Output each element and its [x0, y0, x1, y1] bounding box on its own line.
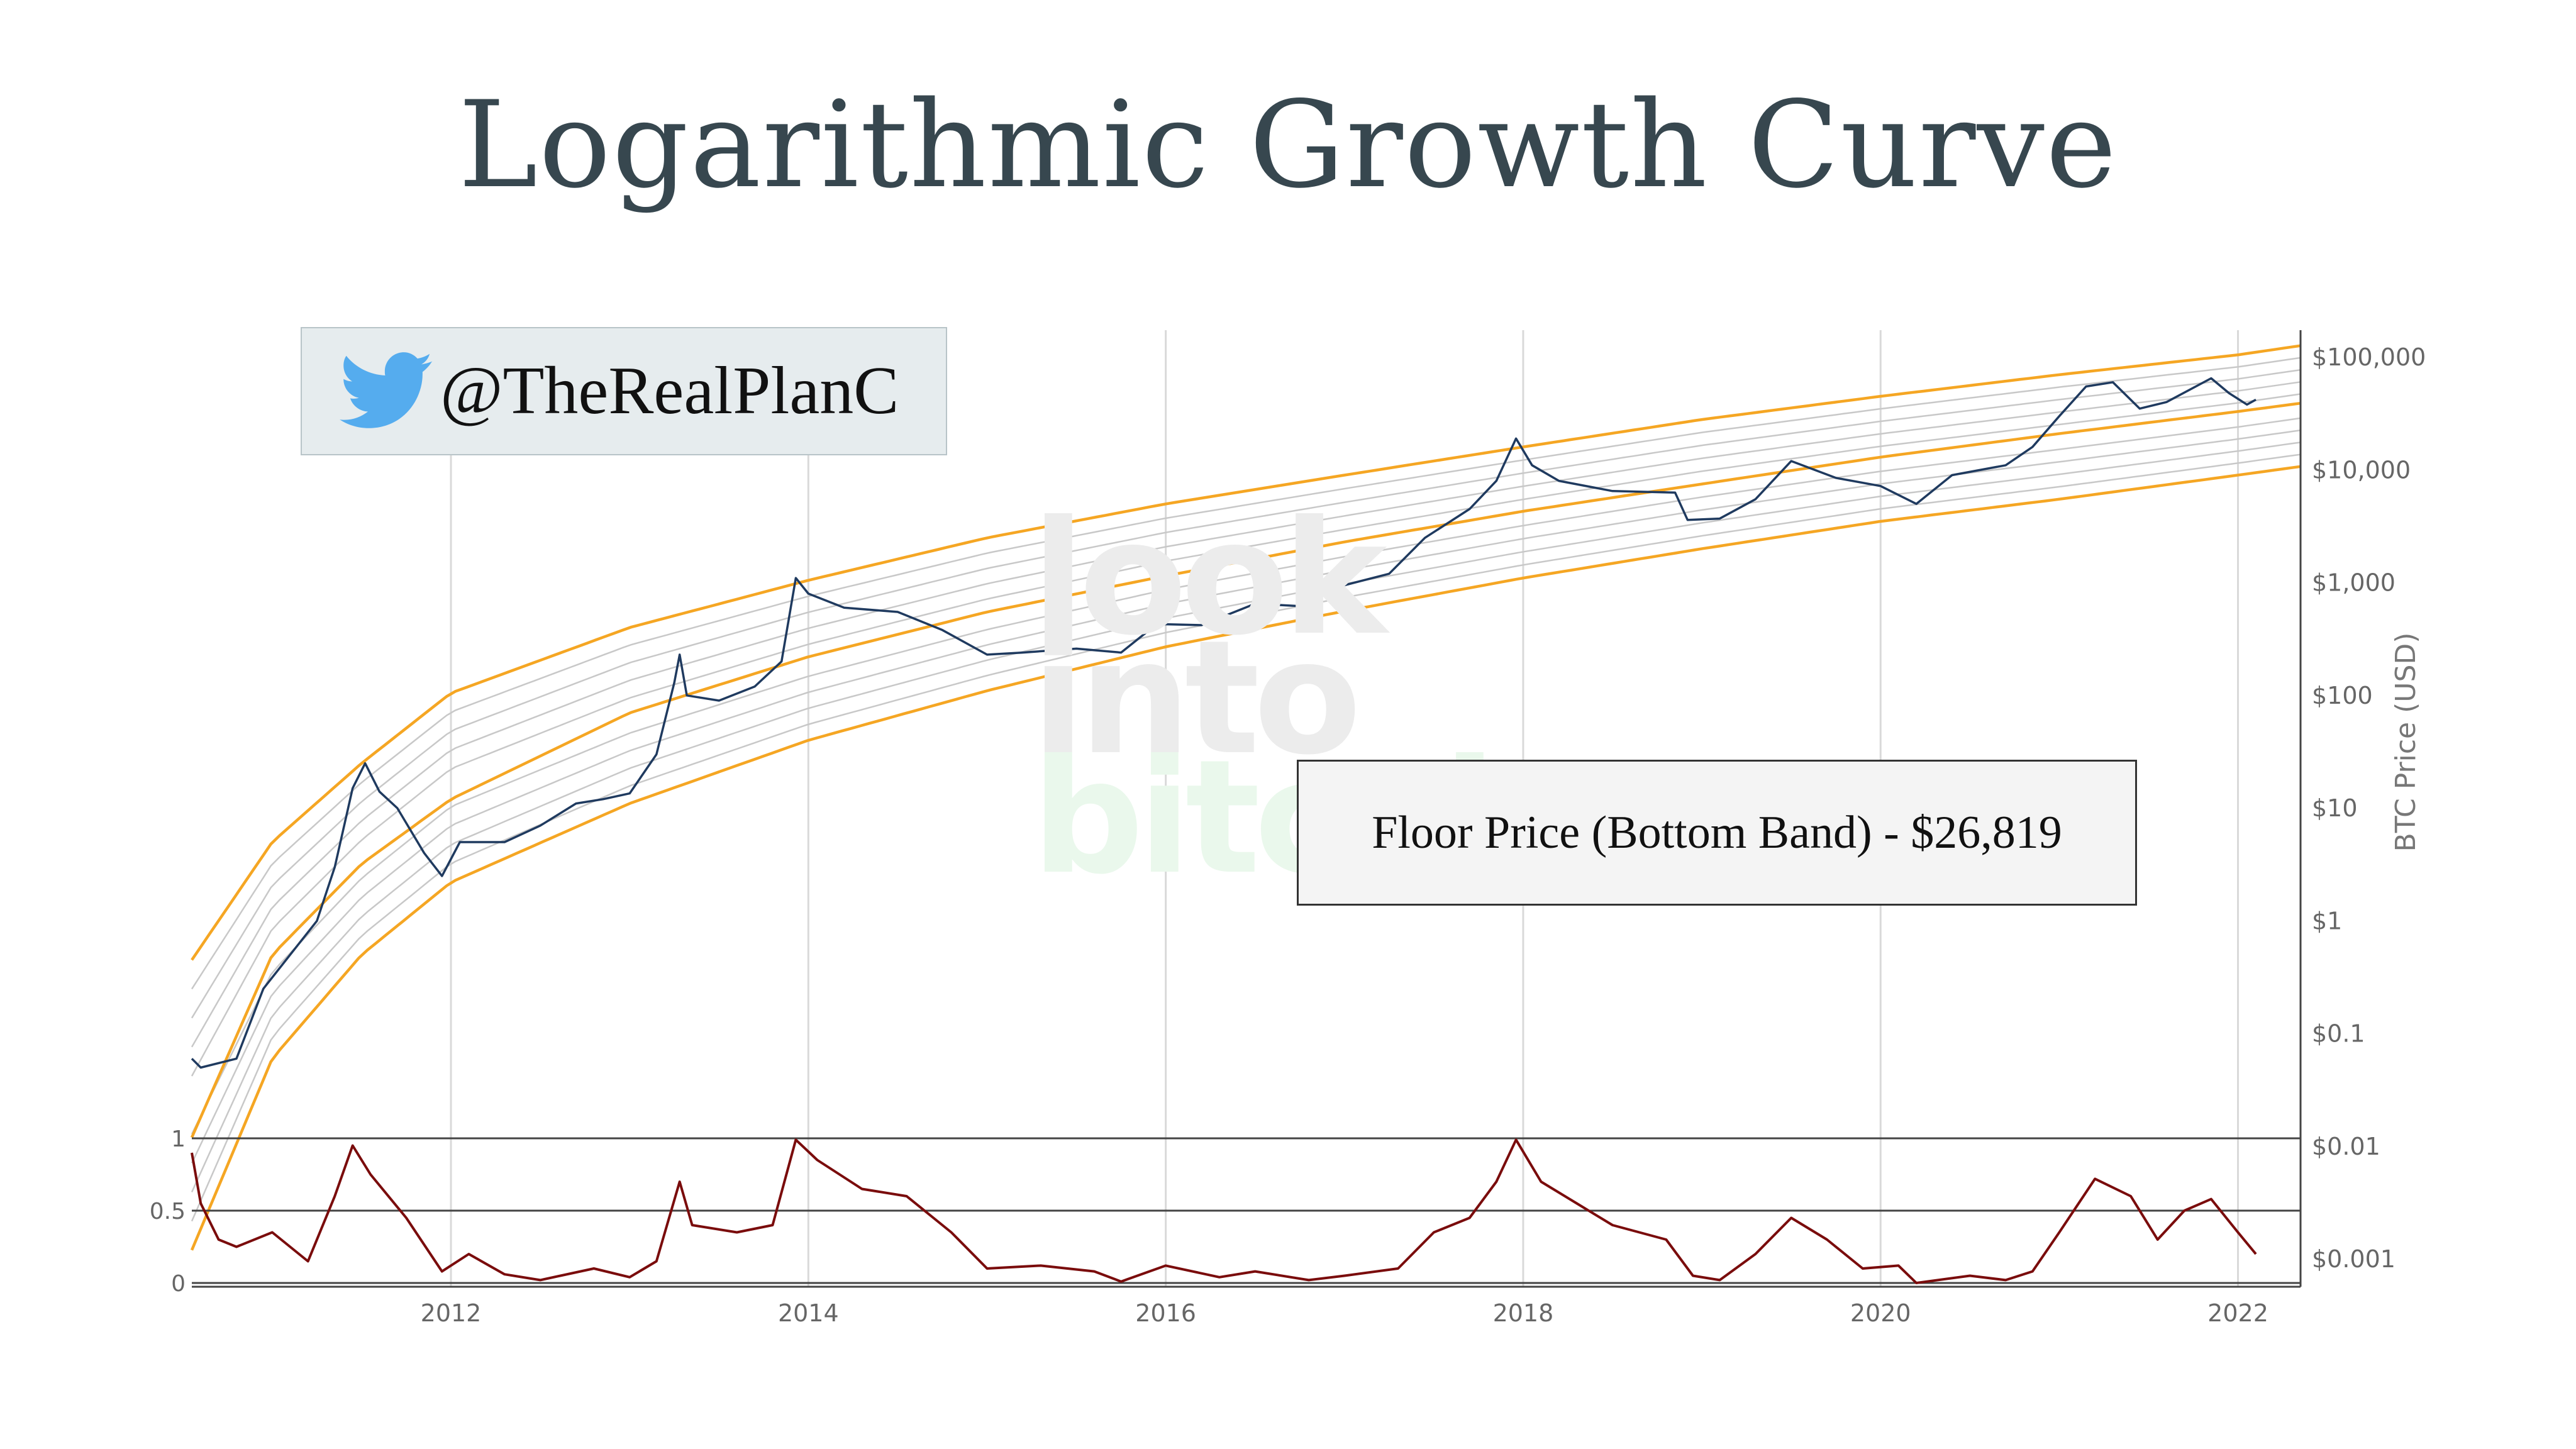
price-line [191, 377, 2257, 1069]
band-grey-6 [191, 393, 2301, 1077]
growth-bands [190, 344, 2301, 1251]
x-tick-label: 2012 [421, 1299, 482, 1327]
axes: 2012 2014 2016 2018 2020 2022 0 0.5 1 $0.001 $0.01… [150, 330, 2426, 1327]
oscillator-series [191, 1138, 2257, 1284]
y-tick-label: $0.1 [2312, 1020, 2365, 1048]
band-grey-3 [191, 429, 2301, 1163]
y-tick-label: $1,000 [2312, 569, 2396, 597]
y-tick-label: $10,000 [2312, 456, 2411, 484]
oscillator-tick-label: 0.5 [150, 1199, 186, 1224]
oscillator-panel [191, 1137, 2301, 1284]
band-grey-8 [191, 369, 2301, 1019]
twitter-handle-box: @TheRealPlanC [301, 327, 947, 455]
y-tick-label: $0.001 [2312, 1245, 2396, 1273]
y-tick-label: $100 [2312, 682, 2373, 709]
watermark-into: into [1031, 606, 1362, 789]
band-grey-9 [191, 357, 2301, 990]
band-bottom [190, 465, 2301, 1251]
twitter-handle: @TheRealPlanC [440, 353, 899, 428]
twitter-bird-icon [340, 352, 433, 428]
y-tick-label: $100,000 [2312, 343, 2426, 371]
band-grey-2 [191, 441, 2301, 1193]
watermark-look: look [1031, 487, 1387, 670]
band-grey-4 [191, 417, 2301, 1135]
band-middle [190, 401, 2301, 1138]
floor-price-annotation: Floor Price (Bottom Band) - $26,819 [1297, 760, 2137, 906]
x-tick-label: 2018 [1493, 1299, 1554, 1327]
x-tick-label: 2020 [1850, 1299, 1911, 1327]
price-series [191, 377, 2257, 1069]
y-tick-label: $1 [2312, 907, 2342, 935]
band-top [191, 344, 2301, 961]
y-tick-label: $10 [2312, 794, 2358, 822]
x-tick-label: 2016 [1135, 1299, 1196, 1327]
y-tick-label: $0.01 [2312, 1133, 2380, 1160]
x-tick-label: 2022 [2207, 1299, 2268, 1327]
band-grey-7 [191, 381, 2301, 1048]
y-axis-label: BTC Price (USD) [2390, 633, 2422, 852]
page-title: Logarithmic Growth Curve [458, 75, 2118, 214]
oscillator-tick-label: 1 [171, 1126, 186, 1152]
oscillator-tick-label: 0 [171, 1271, 186, 1297]
x-tick-label: 2014 [778, 1299, 839, 1327]
